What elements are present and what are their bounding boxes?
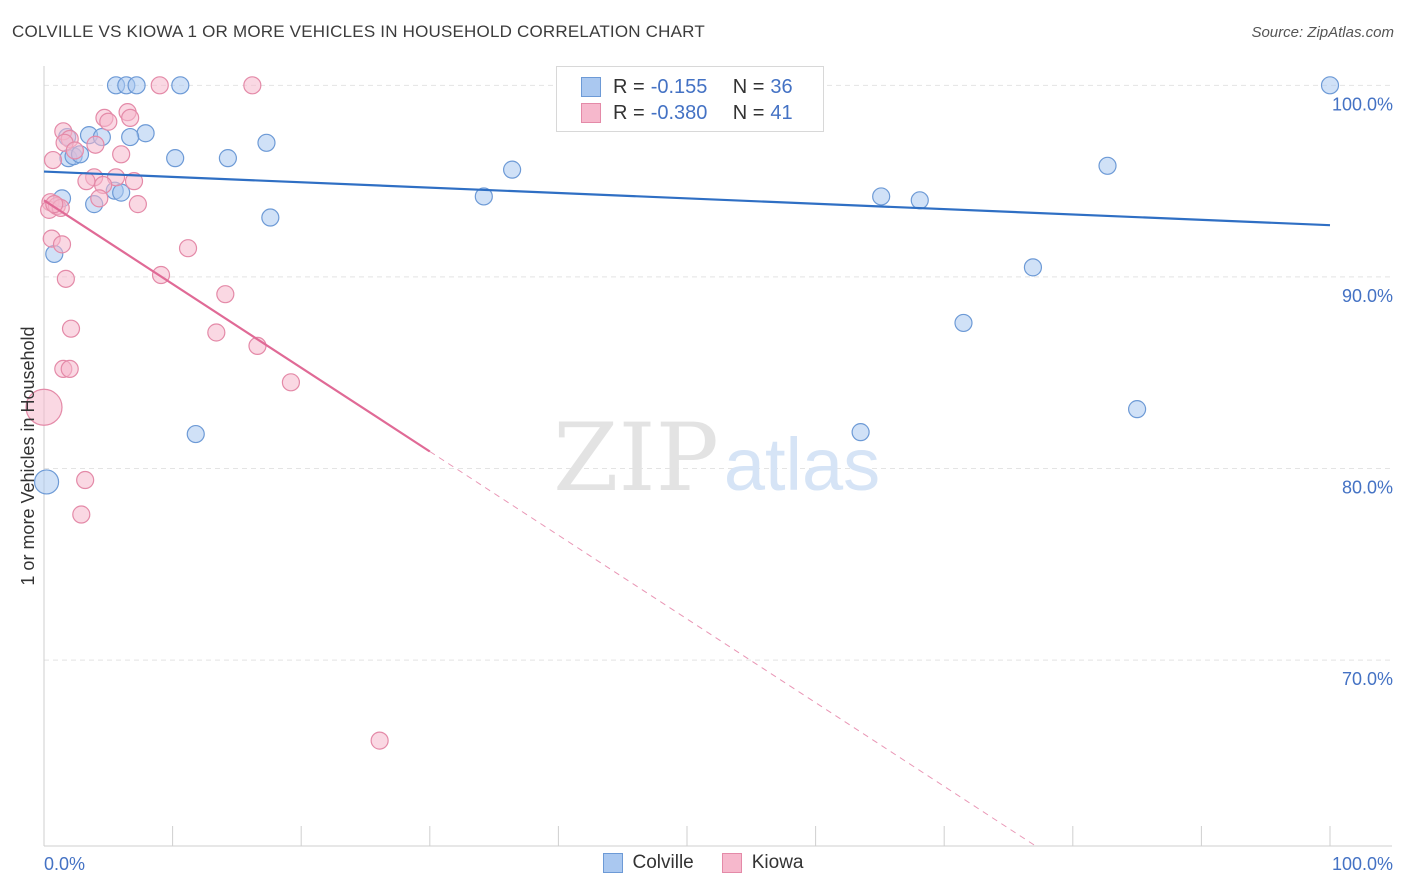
- kiowa-trend-extension: [429, 451, 1036, 847]
- kiowa-point: [61, 319, 81, 338]
- colville-point: [186, 424, 205, 444]
- kiowa-point: [45, 195, 64, 214]
- kiowa-point: [178, 239, 198, 258]
- colville-point: [1127, 400, 1147, 419]
- colville-point: [257, 133, 276, 152]
- colville-point: [1023, 258, 1043, 277]
- kiowa-point: [65, 141, 84, 160]
- kiowa-point: [72, 505, 91, 524]
- colville-point: [218, 149, 237, 168]
- kiowa-point: [243, 76, 262, 95]
- tick-labels: 70.0% 80.0% 90.0% 100.0% 0.0% 100.0%: [44, 94, 1393, 874]
- kiowa-point: [56, 269, 75, 288]
- colville-point: [1098, 156, 1117, 175]
- colville-point: [910, 191, 929, 210]
- kiowa-trend-line: [43, 199, 431, 453]
- n-value: 41: [770, 101, 793, 124]
- r-value: -0.155: [650, 75, 708, 98]
- kiowa-point: [76, 470, 95, 490]
- kiowa-point: [77, 172, 96, 191]
- y-tick-label: 70.0%: [1342, 669, 1393, 689]
- kiowa-point: [25, 388, 63, 426]
- kiowa-point: [124, 172, 144, 191]
- kiowa-point: [60, 359, 79, 379]
- watermark-zip: ZIP: [553, 404, 719, 513]
- colville-point: [127, 76, 146, 95]
- kiowa-legend-swatch: [721, 853, 742, 873]
- kiowa-point: [150, 76, 169, 95]
- data-points: [25, 76, 1340, 750]
- chart-title: COLVILLE VS KIOWA 1 OR MORE VEHICLES IN …: [12, 22, 705, 41]
- n-label: N =: [732, 101, 765, 124]
- kiowa-point: [121, 108, 140, 128]
- y-axis-label: 1 or more Vehicles in Household: [18, 326, 38, 585]
- colville-point: [872, 187, 891, 206]
- colville-legend-label: Colville: [632, 852, 694, 873]
- colville-point: [171, 76, 190, 95]
- kiowa-point: [216, 285, 235, 304]
- colville-swatch: [581, 77, 601, 97]
- n-label: N =: [732, 75, 765, 98]
- colville-point: [474, 187, 493, 206]
- colville-point: [954, 313, 973, 333]
- kiowa-point: [281, 373, 301, 392]
- colville-trend-line: [43, 170, 1331, 227]
- colville-point: [121, 127, 140, 147]
- legend-item-kiowa[interactable]: Kiowa: [721, 852, 804, 874]
- colville-point: [166, 149, 185, 168]
- colville-point: [1320, 76, 1340, 95]
- kiowa-point: [43, 150, 63, 170]
- r-label: R =: [613, 75, 645, 98]
- kiowa-point: [370, 731, 389, 750]
- legend-item-colville[interactable]: Colville: [602, 852, 694, 874]
- colville-point: [261, 208, 280, 227]
- kiowa-swatch: [581, 103, 601, 123]
- x-tick-label: 0.0%: [44, 854, 85, 874]
- colville-point: [33, 469, 60, 495]
- r-label: R =: [613, 101, 645, 124]
- kiowa-point: [99, 112, 118, 131]
- kiowa-point: [112, 145, 131, 164]
- kiowa-point: [207, 323, 226, 342]
- n-value: 36: [770, 75, 793, 98]
- legend-row-kiowa: R = -0.380 N = 41: [581, 101, 793, 125]
- x-tick-label: 100.0%: [1332, 854, 1393, 874]
- kiowa-point: [128, 195, 147, 214]
- r-value: -0.380: [650, 101, 708, 124]
- watermark: ZIP atlas: [553, 404, 880, 513]
- colville-point: [851, 423, 870, 442]
- kiowa-point: [90, 189, 109, 208]
- correlation-legend: R = -0.155 N = 36 R = -0.380 N = 41: [556, 66, 824, 132]
- kiowa-point: [86, 135, 105, 154]
- y-tick-label: 100.0%: [1332, 94, 1393, 114]
- trend-lines: [43, 170, 1331, 847]
- kiowa-point: [52, 235, 72, 254]
- colville-legend-swatch: [602, 853, 623, 873]
- source-label: Source: ZipAtlas.com: [1251, 24, 1394, 41]
- colville-point: [136, 124, 155, 143]
- colville-point: [503, 160, 522, 179]
- series-legend: Colville Kiowa: [0, 852, 1406, 874]
- kiowa-legend-label: Kiowa: [751, 852, 804, 873]
- y-tick-label: 80.0%: [1342, 478, 1393, 498]
- gridlines: [44, 84, 1392, 661]
- legend-row-colville: R = -0.155 N = 36: [581, 75, 793, 99]
- y-tick-label: 90.0%: [1342, 286, 1393, 306]
